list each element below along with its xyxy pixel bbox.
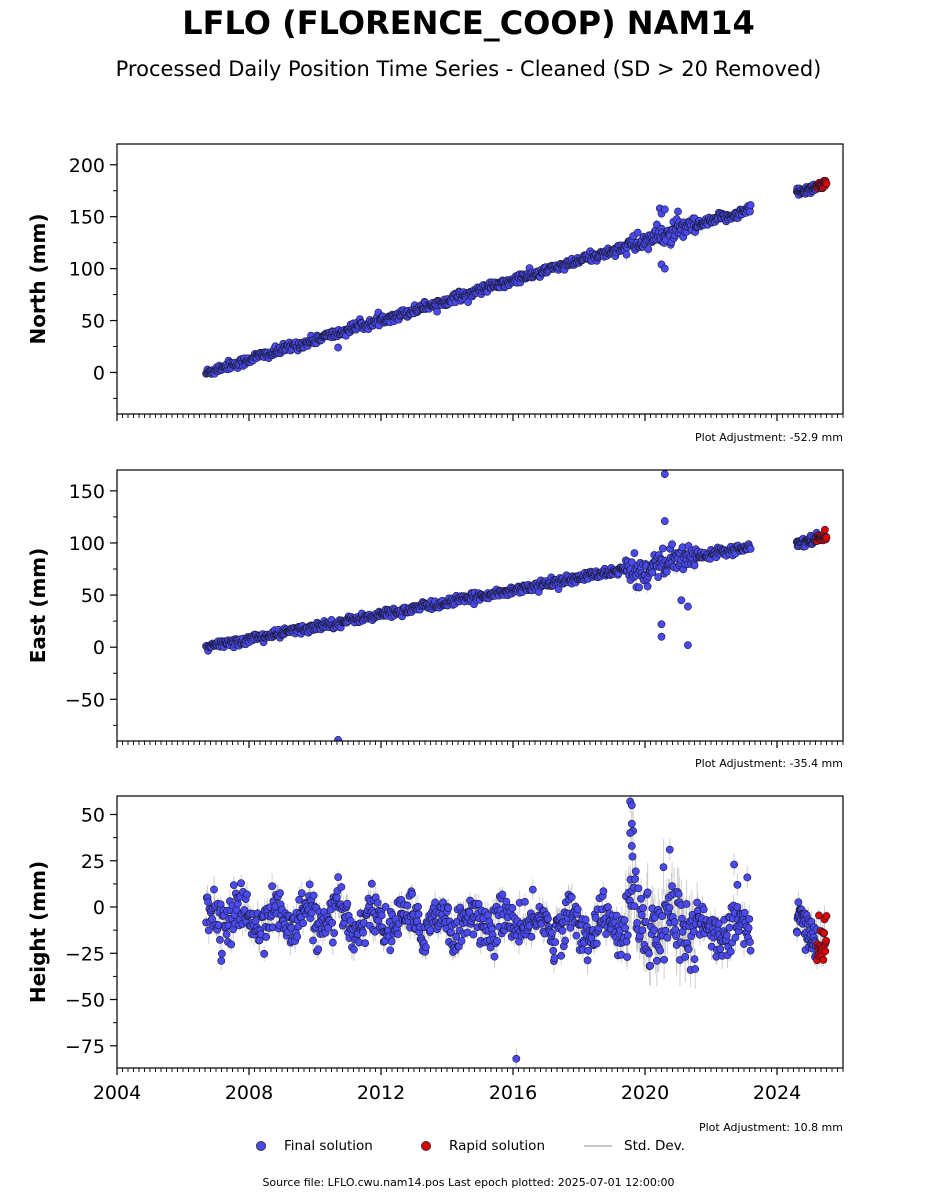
final-point xyxy=(229,881,238,890)
final-point xyxy=(674,207,682,216)
final-point xyxy=(218,949,226,958)
final-point xyxy=(654,573,663,581)
axes-frame xyxy=(116,143,844,415)
final-point xyxy=(334,343,342,352)
final-point xyxy=(648,568,657,577)
y-tick-label: 100 xyxy=(69,259,105,281)
y-tick-label: 150 xyxy=(69,481,105,503)
final-point xyxy=(216,935,224,944)
final-point xyxy=(662,567,671,576)
plot-adjustment-note: Plot Adjustment: -52.9 mm xyxy=(695,431,843,444)
y-tick-label: −50 xyxy=(65,689,105,711)
y-tick-label: 50 xyxy=(81,311,105,333)
data-points xyxy=(202,797,831,1063)
final-point xyxy=(684,602,692,611)
final-point xyxy=(268,882,276,891)
y-tick-label: 100 xyxy=(69,533,105,555)
final-point xyxy=(657,632,666,641)
final-point xyxy=(660,264,669,273)
y-tick-label: 0 xyxy=(93,362,105,384)
y-tick-label: 50 xyxy=(81,585,105,607)
y-tick-label: 150 xyxy=(69,207,105,229)
figure-title: LFLO (FLORENCE_COOP) NAM14 xyxy=(182,4,755,42)
y-axis-label: East (mm) xyxy=(26,548,50,664)
final-point xyxy=(204,898,212,907)
plot-area xyxy=(202,470,831,741)
final-point xyxy=(746,201,755,209)
final-point xyxy=(746,207,754,216)
final-point xyxy=(222,930,231,939)
final-point xyxy=(660,205,669,214)
panel-1: 0 50 100 150 200 North (mm) Plot Adjustment: -… xyxy=(26,143,844,444)
rapid-point xyxy=(822,533,831,542)
final-point xyxy=(684,641,692,650)
rapid-point xyxy=(822,179,831,188)
final-point xyxy=(644,245,653,254)
axes-frame xyxy=(116,469,844,742)
final-point xyxy=(210,885,218,894)
final-point xyxy=(668,540,676,549)
final-point xyxy=(746,544,755,553)
final-point xyxy=(260,949,269,958)
final-point xyxy=(227,940,236,949)
final-point xyxy=(204,926,213,935)
final-point xyxy=(433,307,441,316)
final-point xyxy=(622,250,631,259)
plot-area xyxy=(202,176,831,378)
panel-2: −50 0 50 100 150 East (mm) Plot Adjustment: -3… xyxy=(26,469,844,770)
final-point xyxy=(464,298,473,307)
final-point xyxy=(643,582,652,591)
y-axis-label: North (mm) xyxy=(26,213,50,344)
figure-subtitle: Processed Daily Position Time Series - C… xyxy=(115,57,822,81)
final-point xyxy=(334,736,342,741)
final-point xyxy=(217,956,226,965)
final-point xyxy=(262,933,271,941)
plot-area xyxy=(202,796,831,1068)
final-point xyxy=(660,517,669,525)
final-point xyxy=(630,549,639,558)
final-point xyxy=(635,583,643,592)
final-point xyxy=(276,889,284,898)
final-point xyxy=(237,879,245,888)
std-dev-bars xyxy=(205,470,827,741)
final-point xyxy=(660,470,669,479)
data-points xyxy=(202,470,831,741)
final-point xyxy=(658,544,667,553)
final-point xyxy=(243,890,251,899)
y-tick-label: 200 xyxy=(69,155,105,177)
plot-adjustment-note: Plot Adjustment: -35.4 mm xyxy=(695,757,843,770)
final-point xyxy=(657,620,666,629)
final-point xyxy=(690,561,699,570)
final-point xyxy=(677,596,686,605)
y-tick-label: 0 xyxy=(93,637,105,659)
data-points xyxy=(202,176,831,378)
rapid-point xyxy=(821,525,829,534)
final-point xyxy=(633,228,642,237)
